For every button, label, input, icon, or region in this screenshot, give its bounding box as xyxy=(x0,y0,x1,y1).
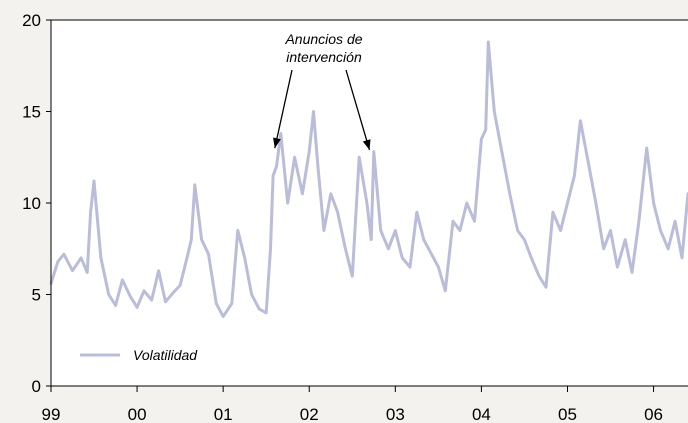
annotation-line-2: intervención xyxy=(286,49,362,65)
annotation-arrows xyxy=(273,69,371,151)
x-tick-label: 99 xyxy=(42,405,61,423)
series-line-volatilidad xyxy=(49,40,688,318)
plot-area xyxy=(51,20,688,386)
legend-label: Volatilidad xyxy=(133,347,198,363)
annotation: Anuncios de intervención xyxy=(273,31,371,151)
x-tick-label: 04 xyxy=(472,405,491,423)
series-layer xyxy=(49,40,688,318)
y-tick-label: 10 xyxy=(22,194,41,213)
annotation-arrowhead xyxy=(362,139,371,150)
x-tick-label: 01 xyxy=(214,405,233,423)
x-tick-label: 02 xyxy=(300,405,319,423)
x-tick-label: 06 xyxy=(644,405,663,423)
y-tick-label: 20 xyxy=(22,11,41,30)
y-tick-label: 0 xyxy=(32,377,41,396)
y-tick-group: 0 5 10 15 20 xyxy=(22,11,51,396)
x-tick-label: 00 xyxy=(128,405,147,423)
annotation-arrowhead xyxy=(273,137,281,149)
annotation-arrow xyxy=(345,69,371,151)
y-tick-label: 5 xyxy=(32,286,41,305)
annotation-line-1: Anuncios de xyxy=(284,31,362,47)
x-tick-label: 03 xyxy=(386,405,405,423)
x-tick-label: 05 xyxy=(558,405,577,423)
x-tick-group: 99 00 01 02 03 04 05 06 xyxy=(42,386,663,423)
y-tick-label: 15 xyxy=(22,103,41,122)
legend: Volatilidad xyxy=(80,347,198,363)
annotation-arrow xyxy=(274,69,293,149)
